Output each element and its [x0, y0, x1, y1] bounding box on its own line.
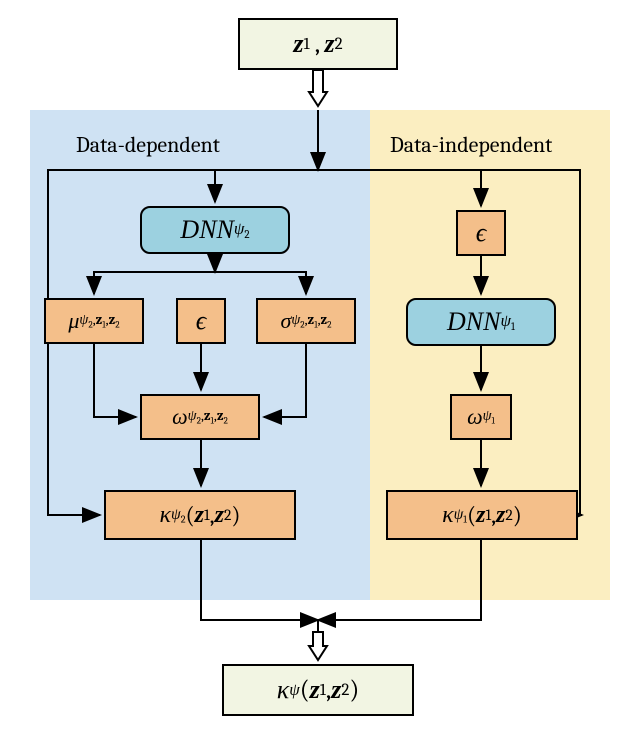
- node-dnn1: DNNψ1: [406, 298, 556, 346]
- node-kappa2: κψ2(z1, z2): [104, 490, 296, 540]
- node-sigma: σψ2,z1,z2: [256, 298, 356, 344]
- node-input: z1 , z2: [238, 18, 398, 70]
- node-output: κψ(z1, z2): [222, 664, 414, 716]
- region-label-right: Data-independent: [390, 132, 552, 158]
- node-dnn2: DNNψ2: [140, 206, 290, 254]
- region-label-left: Data-dependent: [76, 132, 220, 158]
- node-omega2: ωψ2,z1,z2: [140, 394, 260, 440]
- node-omega1: ωψ1: [450, 394, 512, 440]
- node-mu: μψ2,z1,z2: [44, 298, 144, 344]
- edge-hollow-1: [309, 632, 327, 660]
- node-eps_l: ϵ: [176, 298, 226, 344]
- node-kappa1: κψ1(z1, z2): [386, 490, 578, 540]
- edge-hollow-0: [309, 70, 327, 106]
- node-eps_r: ϵ: [456, 210, 506, 256]
